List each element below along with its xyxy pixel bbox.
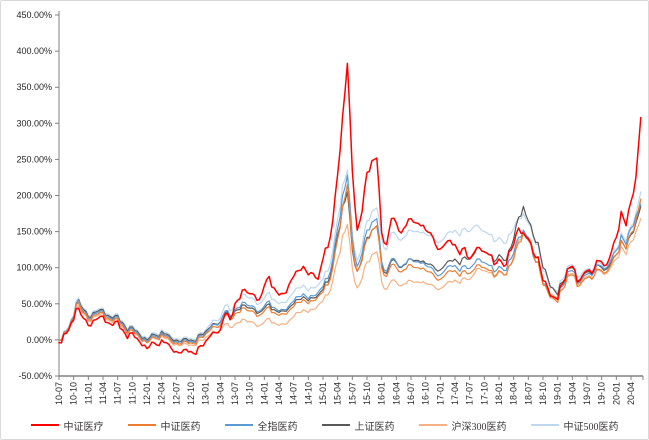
- legend-swatch: [224, 424, 253, 426]
- x-tick-label: 13-07: [230, 382, 240, 405]
- series-line-沪深300医药: [58, 218, 642, 347]
- y-tick-label: -50.00%: [18, 371, 52, 381]
- x-tick-label: 18-07: [523, 382, 533, 405]
- x-tick-label: 11-04: [98, 382, 108, 404]
- x-tick-label: 19-07: [582, 382, 592, 405]
- x-tick-label: 15-07: [347, 382, 357, 405]
- y-tick-label: 100.00%: [16, 263, 52, 273]
- y-tick-label: 0.00%: [26, 335, 52, 345]
- x-tick-label: 18-04: [509, 382, 519, 405]
- x-tick-label: 14-01: [259, 382, 269, 405]
- x-tick-label: 15-10: [362, 382, 372, 405]
- x-tick-label: 12-04: [157, 382, 167, 405]
- x-tick-label: 10-07: [54, 382, 64, 405]
- x-tick-label: 16-04: [391, 382, 401, 405]
- x-tick-label: 20-04: [626, 382, 636, 405]
- y-tick-label: 250.00%: [16, 154, 52, 164]
- legend-item-中证医药[interactable]: 中证医药: [127, 418, 201, 433]
- legend-swatch: [418, 424, 447, 426]
- x-tick-label: 18-01: [494, 382, 504, 405]
- x-tick-label: 16-10: [421, 382, 431, 405]
- legend-item-上证医药[interactable]: 上证医药: [321, 418, 395, 433]
- x-tick-label: 15-01: [318, 382, 328, 405]
- x-tick-label: 10-10: [69, 382, 79, 405]
- x-tick-label: 16-07: [406, 382, 416, 405]
- legend-item-中证医疗[interactable]: 中证医疗: [30, 418, 104, 433]
- x-tick-label: 20-01: [611, 382, 621, 405]
- legend-swatch: [30, 424, 59, 426]
- x-tick-label: 19-10: [597, 382, 607, 405]
- x-tick-label: 17-10: [479, 382, 489, 405]
- plot-area: 450.00% 400.00% 350.00% 300.00% 250.00% 200.0…: [16, 10, 644, 405]
- x-tick-label: 14-10: [303, 382, 313, 405]
- x-tick-label: 12-07: [171, 382, 181, 405]
- legend-label: 沪深300医药: [451, 421, 507, 433]
- x-tick-label: 11-01: [83, 382, 93, 404]
- legend-label: 中证医药: [160, 421, 201, 433]
- legend-label: 全指医药: [257, 421, 298, 433]
- x-tick-label: 17-01: [435, 382, 445, 405]
- legend: 中证医疗 中证医药 全指医药 上证医药 沪深300医药 中证500医药: [1, 413, 648, 437]
- x-tick-label: 17-04: [450, 382, 460, 405]
- y-tick-label: 400.00%: [16, 46, 52, 56]
- x-tick-label: 19-04: [567, 382, 577, 405]
- x-tick-label: 18-10: [538, 382, 548, 405]
- legend-swatch: [321, 424, 350, 426]
- legend-label: 中证500医药: [563, 421, 619, 433]
- x-tick-label: 13-04: [215, 382, 225, 405]
- x-tick-label: 16-01: [377, 382, 387, 405]
- x-tick-label: 13-01: [201, 382, 211, 405]
- series-line-全指医药: [58, 174, 642, 344]
- legend-item-全指医药[interactable]: 全指医药: [224, 418, 298, 433]
- y-tick-label: 350.00%: [16, 82, 52, 92]
- y-tick-label: 150.00%: [16, 227, 52, 237]
- x-tick-label: 11-07: [113, 382, 123, 404]
- y-tick-label: 450.00%: [16, 10, 52, 20]
- legend-swatch: [530, 424, 559, 426]
- series-line-中证医疗: [58, 62, 642, 356]
- series-line-中证500医药: [58, 169, 642, 341]
- legend-label: 上证医药: [354, 421, 395, 433]
- legend-item-中证500医药[interactable]: 中证500医药: [530, 418, 619, 433]
- series-line-中证医药: [58, 184, 642, 345]
- x-tick-label: 17-07: [465, 382, 475, 405]
- legend-item-沪深300医药[interactable]: 沪深300医药: [418, 418, 507, 433]
- y-tick-label: 300.00%: [16, 118, 52, 128]
- x-tick-label: 14-04: [274, 382, 284, 405]
- x-tick-label: 13-10: [245, 382, 255, 405]
- x-tick-label: 14-07: [289, 382, 299, 405]
- legend-swatch: [127, 424, 156, 426]
- x-tick-label: 11-10: [127, 382, 137, 404]
- y-tick-label: 50.00%: [21, 299, 52, 309]
- legend-label: 中证医疗: [63, 421, 104, 433]
- x-tick-label: 12-01: [142, 382, 152, 405]
- x-tick-label: 12-10: [186, 382, 196, 405]
- x-tick-label: 19-01: [553, 382, 563, 405]
- y-tick-label: 200.00%: [16, 191, 52, 201]
- x-tick-label: 15-04: [333, 382, 343, 405]
